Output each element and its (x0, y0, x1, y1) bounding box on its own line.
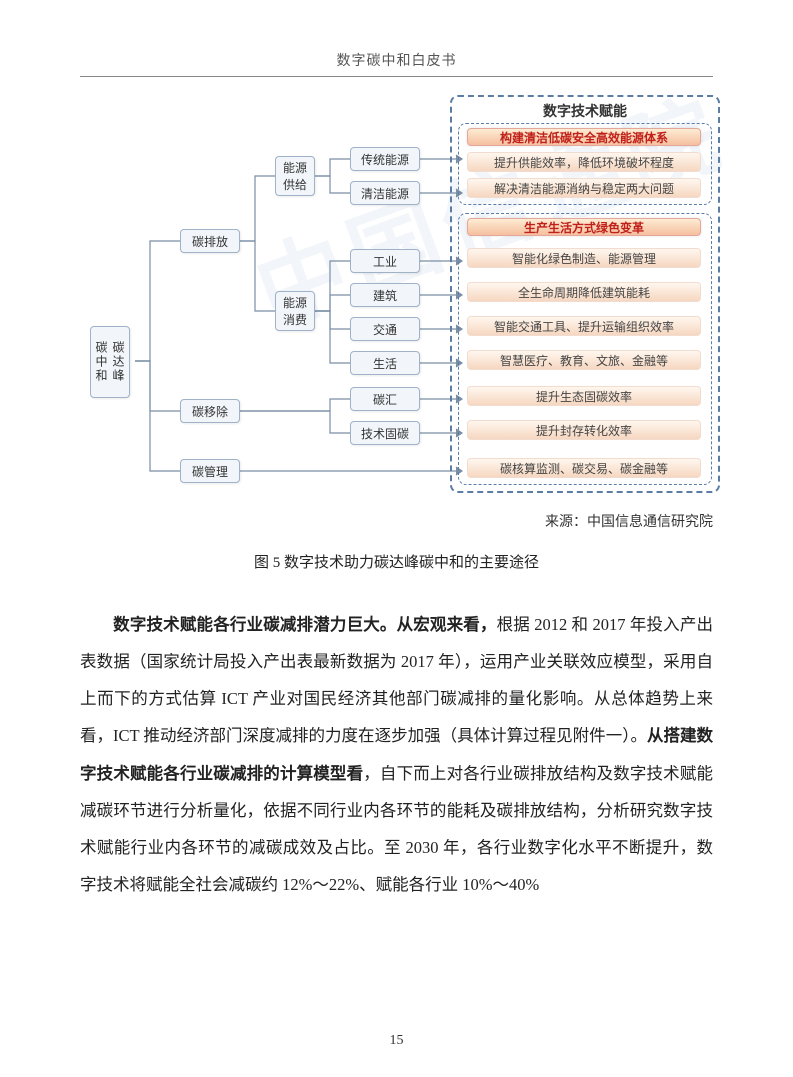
node-consume-item-2: 交通 (350, 317, 420, 341)
panel2-row-5: 提升封存转化效率 (467, 420, 701, 440)
header-title: 数字碳中和白皮书 (337, 54, 457, 69)
body-paragraph: 数字技术赋能各行业碳减排潜力巨大。从宏观来看，根据 2012 和 2017 年投… (80, 606, 713, 903)
node-supply-item-1: 清洁能源 (350, 181, 420, 205)
panel2-row-1: 全生命周期降低建筑能耗 (467, 282, 701, 302)
para-seg-1: 根据 2012 和 2017 年投入产出表数据（国家统计局投入产出表最新数据为 … (80, 615, 713, 745)
panel1-row-0: 提升供能效率，降低环境破坏程度 (467, 152, 701, 172)
panel-2: 生产生活方式绿色变革 智能化绿色制造、能源管理 全生命周期降低建筑能耗 智能交通… (458, 213, 712, 485)
right-panel: 数字技术赋能 构建清洁低碳安全高效能源体系 提升供能效率，降低环境破坏程度 解决… (450, 95, 720, 493)
node-manage: 碳管理 (180, 459, 240, 483)
node-root: 碳达峰 碳中和 (90, 326, 130, 398)
panel1-banner: 构建清洁低碳安全高效能源体系 (467, 128, 701, 146)
panel2-row-0: 智能化绿色制造、能源管理 (467, 248, 701, 268)
node-consume: 能源 消费 (275, 291, 315, 331)
diagram: 碳达峰 碳中和 碳排放 碳移除 碳管理 能源 供给 传统能源 清洁能源 能源 消… (80, 101, 720, 501)
node-removal-item-1: 技术固碳 (350, 421, 420, 445)
node-emission: 碳排放 (180, 229, 240, 253)
node-supply-item-0: 传统能源 (350, 147, 420, 171)
panel2-banner: 生产生活方式绿色变革 (467, 218, 701, 236)
para-seg-2: ，自下而上对各行业碳排放结构及数字技术赋能减碳环节进行分析量化，依据不同行业内各… (80, 764, 713, 894)
para-bold-1: 数字技术赋能各行业碳减排潜力巨大。从宏观来看， (113, 615, 497, 634)
panel1-row-1: 解决清洁能源消纳与稳定两大问题 (467, 178, 701, 198)
panel-title: 数字技术赋能 (452, 101, 718, 121)
page-number: 15 (0, 1033, 793, 1049)
source-line: 来源：中国信息通信研究院 (80, 511, 713, 531)
node-supply: 能源 供给 (275, 156, 315, 196)
node-consume-item-0: 工业 (350, 249, 420, 273)
panel2-row-2: 智能交通工具、提升运输组织效率 (467, 316, 701, 336)
node-removal: 碳移除 (180, 399, 240, 423)
node-removal-item-0: 碳汇 (350, 387, 420, 411)
panel-1: 构建清洁低碳安全高效能源体系 提升供能效率，降低环境破坏程度 解决清洁能源消纳与… (458, 123, 712, 205)
panel2-row-6: 碳核算监测、碳交易、碳金融等 (467, 458, 701, 478)
page-header: 数字碳中和白皮书 (80, 50, 713, 77)
panel2-row-3: 智慧医疗、教育、文旅、金融等 (467, 350, 701, 370)
node-consume-item-3: 生活 (350, 351, 420, 375)
node-consume-item-1: 建筑 (350, 283, 420, 307)
panel2-row-4: 提升生态固碳效率 (467, 386, 701, 406)
figure-caption: 图 5 数字技术助力碳达峰碳中和的主要途径 (80, 551, 713, 572)
